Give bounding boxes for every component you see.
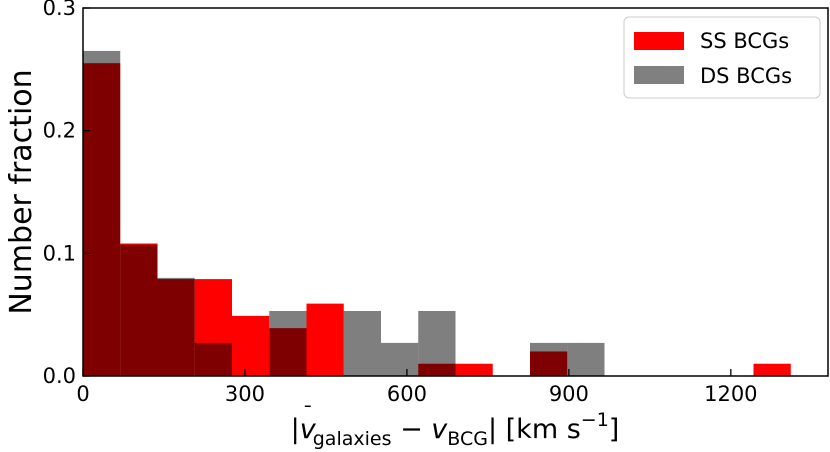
x-label-bar: ¯: [303, 402, 313, 426]
bar-series1-bin8: [381, 342, 419, 376]
bar-series1-bin3: [194, 342, 232, 376]
x-label-open: |: [291, 414, 300, 445]
x-label-exponent: −1: [581, 409, 609, 431]
bar-series0-bin10: [455, 363, 493, 376]
x-label-sub-bcg: BCG: [447, 428, 488, 450]
x-label-end: ]: [609, 414, 620, 445]
bars-layer: [83, 50, 791, 376]
x-tick-label: 300: [225, 382, 265, 406]
x-tick-label: 600: [387, 382, 427, 406]
x-label-sub-galaxies: galaxies: [313, 428, 392, 450]
bar-series1-bin5: [269, 310, 307, 376]
y-tick-label: 0.1: [43, 241, 76, 265]
legend: SS BCGs DS BCGs: [623, 16, 821, 99]
bar-series1-bin0: [83, 50, 121, 376]
bar-series1-bin9: [418, 310, 456, 376]
plot-frame: [82, 7, 829, 377]
axis-ticks: 0 300 600 900 1200 0.0 0.1 0.2 0.3: [43, 0, 758, 406]
bar-series0-bin4: [232, 315, 270, 376]
bar-series1-bin13: [567, 342, 605, 376]
bar-series0-bin18: [753, 363, 791, 376]
legend-swatch-ds: [634, 66, 684, 84]
legend-label-ss: SS BCGs: [700, 29, 789, 53]
y-axis-label: Number fraction: [4, 69, 39, 314]
y-tick-label: 0.3: [43, 0, 76, 20]
x-tick-label: 1200: [704, 382, 757, 406]
bar-series1-bin1: [120, 244, 158, 376]
bar-series1-bin7: [343, 310, 381, 376]
y-tick-label: 0.0: [43, 364, 76, 388]
x-tick-label: 0: [76, 382, 89, 406]
x-label-v: v: [300, 414, 317, 445]
bar-series0-bin6: [306, 303, 344, 376]
legend-swatch-ss: [634, 32, 684, 50]
x-label-v2: v: [431, 414, 448, 445]
x-label-minus: −: [391, 414, 431, 445]
bar-series1-bin2: [157, 277, 195, 376]
y-tick-label: 0.2: [43, 119, 76, 143]
x-label-close: | [km s: [488, 414, 581, 445]
x-tick-label: 900: [549, 382, 589, 406]
legend-label-ds: DS BCGs: [700, 64, 792, 88]
bar-series1-bin12: [530, 342, 568, 376]
x-axis-label: |v¯galaxies − vBCG| [km s−1]: [291, 402, 620, 450]
